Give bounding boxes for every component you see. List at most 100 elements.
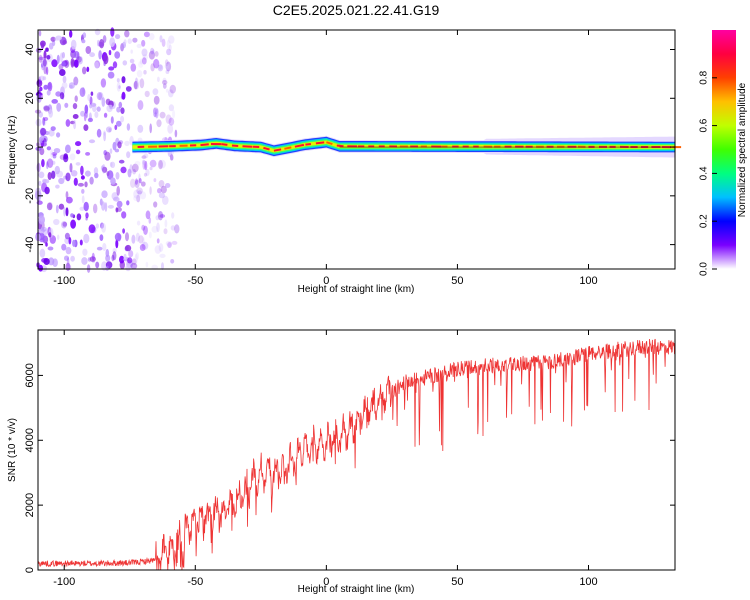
noise-speckle bbox=[168, 35, 175, 44]
noise-speckle bbox=[156, 222, 160, 233]
noise-speckle bbox=[159, 159, 166, 169]
noise-speckle bbox=[50, 126, 56, 131]
noise-speckle bbox=[72, 114, 79, 119]
noise-speckle bbox=[133, 80, 138, 90]
noise-speckle bbox=[143, 225, 148, 235]
noise-speckle bbox=[138, 190, 141, 197]
noise-speckle bbox=[157, 76, 160, 83]
noise-speckle bbox=[143, 153, 149, 159]
colorbar-tick-label: 0.6 bbox=[699, 118, 710, 132]
noise-speckle bbox=[70, 219, 76, 229]
noise-speckle bbox=[166, 39, 171, 50]
noise-speckle bbox=[152, 88, 159, 96]
noise-speckle bbox=[50, 36, 56, 42]
noise-speckle bbox=[126, 151, 131, 159]
noise-speckle bbox=[85, 212, 89, 219]
noise-speckle bbox=[164, 59, 169, 67]
noise-speckle bbox=[136, 43, 142, 49]
x-tick-label: 50 bbox=[451, 275, 463, 287]
noise-speckle bbox=[112, 251, 117, 261]
noise-speckle bbox=[150, 63, 155, 72]
noise-speckle bbox=[79, 206, 85, 211]
noise-speckle bbox=[136, 220, 141, 226]
noise-speckle bbox=[127, 257, 133, 264]
noise-speckle bbox=[41, 159, 45, 168]
noise-speckle bbox=[165, 69, 170, 74]
x-tick-label: 50 bbox=[451, 576, 463, 588]
noise-speckle bbox=[143, 172, 148, 177]
noise-speckle bbox=[123, 253, 127, 260]
noise-speckle bbox=[38, 76, 41, 85]
noise-speckle bbox=[156, 119, 162, 128]
noise-speckle bbox=[138, 235, 144, 244]
noise-speckle bbox=[112, 141, 117, 151]
noise-speckle bbox=[43, 117, 49, 121]
noise-speckle bbox=[50, 148, 54, 158]
noise-speckle bbox=[154, 51, 159, 57]
noise-speckle bbox=[126, 200, 130, 206]
noise-speckle bbox=[141, 241, 149, 250]
noise-speckle bbox=[53, 148, 61, 154]
noise-speckle bbox=[65, 119, 71, 127]
noise-speckle bbox=[145, 168, 150, 177]
noise-speckle bbox=[120, 115, 125, 123]
noise-speckle bbox=[170, 259, 175, 264]
noise-speckle bbox=[143, 31, 150, 38]
noise-speckle bbox=[66, 196, 73, 204]
noise-speckle bbox=[130, 178, 136, 188]
noise-speckle bbox=[63, 154, 69, 163]
noise-speckle bbox=[70, 170, 78, 177]
noise-speckle bbox=[42, 58, 47, 67]
colorbar-tick-label: 0.2 bbox=[699, 214, 710, 228]
carrier-core bbox=[305, 143, 312, 146]
noise-speckle bbox=[135, 232, 140, 242]
noise-speckle bbox=[56, 170, 63, 178]
noise-speckle bbox=[149, 166, 153, 171]
noise-speckle bbox=[82, 32, 87, 39]
noise-speckle bbox=[69, 153, 76, 161]
noise-speckle bbox=[61, 82, 68, 89]
noise-speckle bbox=[108, 66, 115, 71]
noise-speckle bbox=[40, 226, 47, 232]
noise-speckle bbox=[36, 162, 41, 173]
noise-speckle bbox=[134, 160, 141, 167]
noise-speckle bbox=[103, 131, 106, 142]
noise-speckle bbox=[121, 211, 127, 219]
noise-speckle bbox=[53, 218, 60, 226]
y-tick-label: 40 bbox=[24, 43, 36, 55]
noise-speckle bbox=[117, 141, 122, 149]
noise-speckle bbox=[121, 91, 126, 100]
noise-speckle bbox=[49, 42, 54, 50]
noise-speckle bbox=[59, 52, 64, 63]
colorbar: 0.0 0.2 0.4 0.6 0.8 Normalized spectral ampl… bbox=[699, 30, 748, 276]
noise-speckle bbox=[159, 214, 166, 218]
noise-speckle bbox=[83, 233, 90, 244]
noise-speckle bbox=[93, 167, 99, 175]
noise-speckle bbox=[137, 124, 144, 133]
noise-speckle bbox=[139, 191, 147, 200]
carrier-core bbox=[294, 143, 305, 148]
noise-speckle bbox=[174, 129, 178, 138]
noise-speckle bbox=[148, 33, 155, 41]
y-tick-label: 6000 bbox=[24, 363, 36, 387]
carrier-core bbox=[284, 146, 292, 150]
noise-speckle bbox=[129, 58, 135, 64]
noise-speckle bbox=[65, 144, 71, 154]
noise-speckle bbox=[48, 109, 53, 118]
noise-speckle bbox=[144, 160, 148, 171]
noise-speckle bbox=[61, 61, 66, 67]
noise-speckle bbox=[165, 61, 172, 72]
noise-speckle bbox=[48, 257, 55, 266]
noise-speckle bbox=[45, 47, 49, 52]
noise-speckle bbox=[83, 112, 87, 122]
noise-speckle bbox=[94, 172, 99, 179]
noise-speckle bbox=[153, 95, 160, 105]
noise-speckle bbox=[152, 49, 155, 55]
noise-speckle bbox=[118, 159, 125, 164]
noise-speckle bbox=[115, 34, 121, 40]
noise-speckle bbox=[116, 78, 120, 83]
noise-speckle bbox=[55, 91, 62, 97]
noise-speckle bbox=[94, 61, 99, 69]
noise-speckle bbox=[137, 190, 142, 195]
noise-speckle bbox=[51, 59, 58, 68]
